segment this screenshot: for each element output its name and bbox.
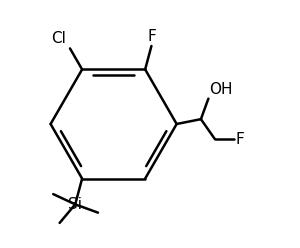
Text: OH: OH [210,82,233,97]
Text: Cl: Cl [52,31,66,46]
Text: Si: Si [68,197,82,212]
Text: F: F [236,131,244,147]
Text: F: F [147,29,156,44]
